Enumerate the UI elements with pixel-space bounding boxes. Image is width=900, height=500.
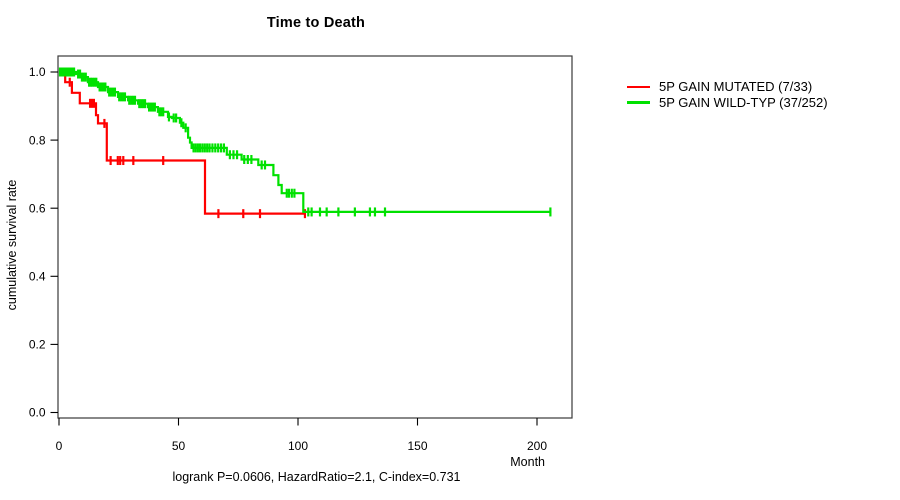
km-curve <box>59 70 306 215</box>
legend-label-wildtype: 5P GAIN WILD-TYP (37/252) <box>659 94 828 110</box>
legend-item-wildtype: 5P GAIN WILD-TYP (37/252) <box>627 95 828 111</box>
legend-item-mutated: 5P GAIN MUTATED (7/33) <box>627 79 828 95</box>
y-tick-label: 1.0 <box>29 65 46 79</box>
km-curve <box>59 70 552 213</box>
x-tick-label: 150 <box>407 439 427 453</box>
y-tick-label: 0.6 <box>29 201 46 215</box>
legend-line-red <box>627 85 650 88</box>
legend-line-green <box>627 101 650 104</box>
y-tick-label: 0.8 <box>29 133 46 147</box>
legend-label-mutated: 5P GAIN MUTATED (7/33) <box>659 79 813 94</box>
km-series-wildtype <box>58 67 552 217</box>
stats-annotation: logrank P=0.0606, HazardRatio=2.1, C-ind… <box>172 470 461 484</box>
y-tick-label: 0.0 <box>29 406 46 420</box>
y-tick-label: 0.2 <box>29 338 46 352</box>
x-tick-label: 100 <box>288 439 308 453</box>
y-tick-label: 0.4 <box>29 270 46 284</box>
chart-title: Time to Death <box>266 15 366 31</box>
plot-box <box>57 55 573 419</box>
km-series-mutated <box>59 70 307 219</box>
legend: 5P GAIN MUTATED (7/33) 5P GAIN WILD-TYP … <box>627 79 828 110</box>
x-tick-label: 0 <box>56 439 63 453</box>
x-tick-label: 50 <box>172 439 186 453</box>
x-axis-label: Month <box>510 455 545 469</box>
x-tick-label: 200 <box>527 439 547 453</box>
